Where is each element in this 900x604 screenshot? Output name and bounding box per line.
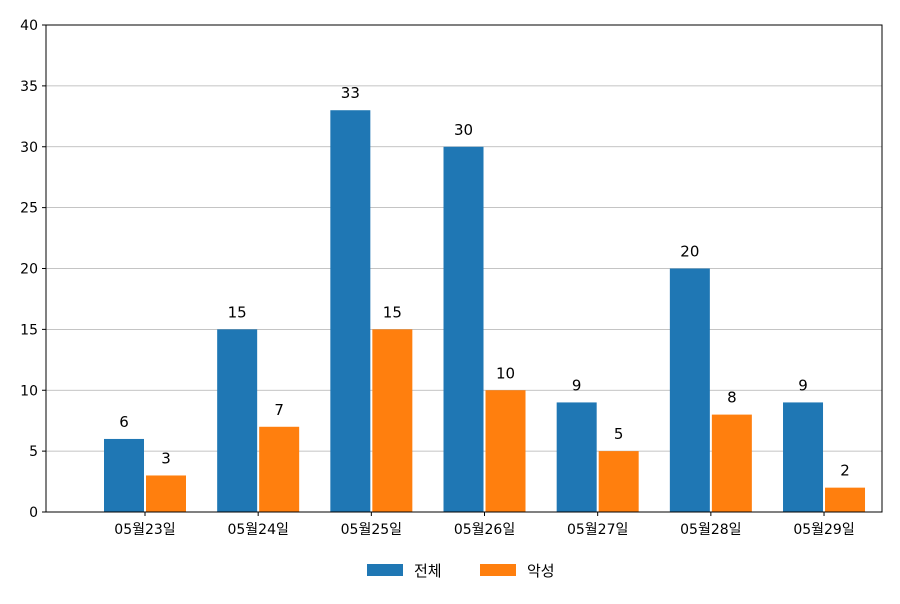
y-tick-label: 10 xyxy=(20,383,38,399)
bar-value-label: 8 xyxy=(727,389,737,407)
y-tick-label: 40 xyxy=(20,18,38,34)
bar-value-label: 33 xyxy=(341,84,360,102)
x-axis: 05월23일 05월24일 05월25일 05월26일 05월27일 05월28일 05월2… xyxy=(114,512,855,538)
bar-value-label: 2 xyxy=(840,462,850,480)
data-labels: 6 3 15 7 33 15 30 10 9 5 20 8 9 2 xyxy=(119,84,850,479)
x-tick-label: 05월28일 xyxy=(680,522,741,538)
bar-total xyxy=(330,110,371,512)
bar-malicious xyxy=(825,487,866,512)
x-tick-label: 05월27일 xyxy=(567,522,628,538)
bar-value-label: 15 xyxy=(228,303,247,321)
y-tick-label: 35 xyxy=(20,79,38,95)
bar-total xyxy=(443,146,484,512)
bar-value-label: 6 xyxy=(119,413,129,431)
bar-total xyxy=(783,402,824,512)
bar-value-label: 10 xyxy=(496,364,515,382)
x-tick-label: 05월24일 xyxy=(227,522,288,538)
legend-swatch xyxy=(480,564,516,576)
bar-value-label: 15 xyxy=(383,303,402,321)
bar-malicious xyxy=(259,426,300,512)
bar-total xyxy=(556,402,597,512)
bar-value-label: 9 xyxy=(798,376,808,394)
bar-value-label: 20 xyxy=(680,243,699,261)
y-axis: 0 5 10 15 20 25 30 35 40 xyxy=(20,18,46,521)
y-tick-label: 25 xyxy=(20,201,38,217)
bar-value-label: 9 xyxy=(572,376,582,394)
bar-malicious xyxy=(485,390,526,512)
y-tick-label: 5 xyxy=(29,444,38,460)
bar-malicious xyxy=(146,475,186,512)
x-tick-label: 05월29일 xyxy=(793,522,854,538)
legend: 전체 악성 xyxy=(367,562,555,580)
y-tick-label: 20 xyxy=(20,262,38,278)
bar-malicious xyxy=(711,414,752,512)
legend-swatch xyxy=(367,564,403,576)
x-tick-label: 05월26일 xyxy=(454,522,515,538)
x-tick-label: 05월25일 xyxy=(341,522,402,538)
bar-malicious xyxy=(598,451,639,512)
bar-total xyxy=(104,438,144,512)
bars xyxy=(104,110,866,512)
bar-value-label: 3 xyxy=(161,449,171,467)
legend-label: 악성 xyxy=(527,562,555,580)
legend-label: 전체 xyxy=(414,562,442,580)
bar-value-label: 7 xyxy=(274,401,284,419)
y-tick-label: 0 xyxy=(29,505,38,521)
bar-value-label: 30 xyxy=(454,121,473,139)
y-tick-label: 15 xyxy=(20,322,38,338)
y-tick-label: 30 xyxy=(20,140,38,156)
bar-value-label: 5 xyxy=(614,425,624,443)
bar-total xyxy=(217,329,258,512)
bar-total xyxy=(669,268,710,512)
bar-malicious xyxy=(372,329,413,512)
x-tick-label: 05월23일 xyxy=(114,522,175,538)
